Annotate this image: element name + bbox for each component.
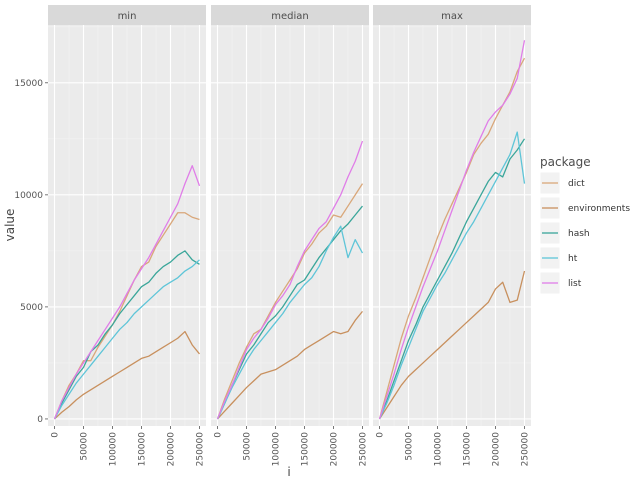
y-tick-label: 15000 [14, 79, 43, 89]
series-line-list-min [53, 165, 201, 420]
x-tick-label: 100000 [109, 432, 119, 467]
legend-label: dict [568, 179, 585, 189]
series-line-dict-median [216, 183, 364, 420]
series-line-hash-max [378, 138, 526, 420]
series-line-environments-median [217, 310, 363, 420]
x-tick-label: 150000 [462, 432, 472, 467]
legend-label: environments [568, 204, 630, 214]
x-axis-title: i [287, 465, 290, 479]
x-tick-label: 150000 [137, 432, 147, 467]
x-tick-label: 250000 [520, 432, 530, 467]
axes-layer: 0 50000 100000 150000 200000 2500000500010000… [14, 79, 530, 467]
x-tick-label: 200000 [491, 432, 501, 467]
x-tick-label: 0 [376, 432, 386, 438]
x-tick-label: 150000 [300, 432, 310, 467]
series-line-ht-max [378, 131, 526, 420]
legend-entry-environments: environments [539, 196, 630, 220]
series-line-environments-max [378, 270, 526, 420]
x-tick-label: 50000 [80, 432, 90, 461]
x-tick-label: 100000 [272, 432, 282, 467]
legend-label: ht [568, 254, 578, 264]
x-tick-label: 50000 [405, 432, 415, 461]
series-line-ht-median [216, 225, 364, 420]
facet-strip-label: median [271, 11, 309, 22]
y-tick-label: 0 [37, 415, 43, 425]
facet-strip [373, 5, 531, 25]
panels-layer: min median max [48, 5, 531, 426]
x-tick-label: 0 [51, 432, 61, 438]
y-tick-label: 5000 [20, 303, 43, 313]
y-tick-label: 10000 [14, 191, 43, 201]
legend-entry-hash: hash [539, 221, 590, 245]
series-line-dict-max [378, 57, 526, 420]
facet-strip-label: max [441, 11, 463, 22]
x-tick-label: 0 [214, 432, 224, 438]
series-line-list-median [216, 140, 364, 420]
y-axis-title: value [3, 209, 17, 242]
facet-strip [48, 5, 206, 25]
series-line-ht-min [53, 259, 200, 420]
legend: package dict environments hash ht list [539, 155, 630, 295]
legend-entry-list: list [539, 271, 582, 295]
panel-min: min [48, 5, 206, 426]
x-tick-label: 50000 [243, 432, 253, 461]
legend-label: list [568, 279, 582, 289]
x-tick-label: 250000 [195, 432, 205, 467]
series-line-environments-min [54, 330, 200, 420]
legend-title: package [540, 155, 591, 169]
legend-entry-dict: dict [539, 171, 585, 195]
panel-median: median [211, 5, 369, 426]
panel-max: max [373, 5, 531, 426]
x-tick-label: 250000 [358, 432, 368, 467]
x-tick-label: 100000 [434, 432, 444, 467]
series-line-hash-median [216, 205, 363, 420]
x-tick-label: 200000 [329, 432, 339, 467]
legend-entries: dict environments hash ht list [539, 171, 630, 295]
series-line-list-max [378, 40, 526, 420]
legend-entry-ht: ht [539, 246, 578, 270]
legend-label: hash [568, 229, 590, 239]
x-tick-label: 200000 [166, 432, 176, 467]
facet-strip-label: min [118, 11, 137, 22]
facet-strip [211, 5, 369, 25]
series-line-hash-min [53, 250, 200, 420]
